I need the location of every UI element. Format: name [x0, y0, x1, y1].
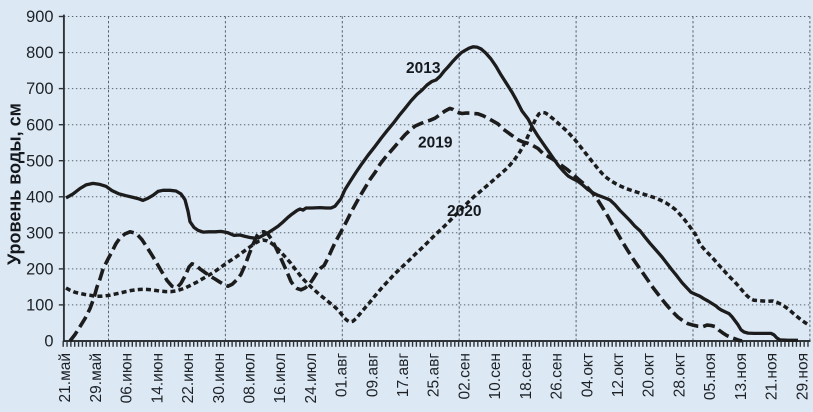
svg-text:800: 800 [26, 44, 53, 62]
svg-text:04.окт: 04.окт [579, 353, 596, 397]
svg-text:0: 0 [44, 333, 53, 351]
svg-text:100: 100 [26, 297, 53, 315]
svg-text:900: 900 [26, 8, 53, 26]
svg-text:2020: 2020 [447, 203, 481, 220]
svg-text:18.сен: 18.сен [518, 353, 535, 399]
svg-text:06.июн: 06.июн [119, 353, 136, 403]
svg-text:17.авг: 17.авг [395, 353, 412, 397]
svg-text:500: 500 [26, 152, 53, 170]
svg-text:09.авг: 09.авг [364, 353, 381, 397]
svg-text:29.май: 29.май [88, 353, 105, 402]
svg-text:25.авг: 25.авг [426, 353, 443, 397]
svg-text:24.июл: 24.июл [303, 353, 320, 404]
svg-text:20.окт: 20.окт [641, 353, 658, 397]
svg-text:200: 200 [26, 261, 53, 279]
svg-text:300: 300 [26, 224, 53, 242]
svg-text:2013: 2013 [406, 60, 441, 77]
svg-text:30.июн: 30.июн [211, 353, 228, 403]
svg-text:29.ноя: 29.ноя [794, 353, 811, 400]
svg-text:600: 600 [26, 116, 53, 134]
svg-text:400: 400 [26, 188, 53, 206]
svg-text:13.ноя: 13.ноя [733, 353, 750, 400]
svg-text:700: 700 [26, 80, 53, 98]
svg-text:02.сен: 02.сен [457, 353, 474, 399]
svg-text:14.июн: 14.июн [149, 353, 166, 403]
svg-text:01.авг: 01.авг [334, 353, 351, 397]
svg-text:21.ноя: 21.ноя [764, 353, 781, 400]
svg-text:Уровень воды, см: Уровень воды, см [5, 103, 25, 265]
svg-text:12.окт: 12.окт [610, 353, 627, 397]
svg-text:16.июл: 16.июл [272, 353, 289, 404]
svg-text:10.сен: 10.сен [487, 353, 504, 399]
svg-text:05.ноя: 05.ноя [702, 353, 719, 400]
svg-text:26.сен: 26.сен [549, 353, 566, 399]
svg-text:22.июн: 22.июн [180, 353, 197, 403]
svg-text:21.май: 21.май [57, 353, 74, 402]
svg-text:28.окт: 28.окт [671, 353, 688, 397]
svg-text:2019: 2019 [418, 135, 453, 152]
svg-text:08.июл: 08.июл [242, 353, 259, 404]
